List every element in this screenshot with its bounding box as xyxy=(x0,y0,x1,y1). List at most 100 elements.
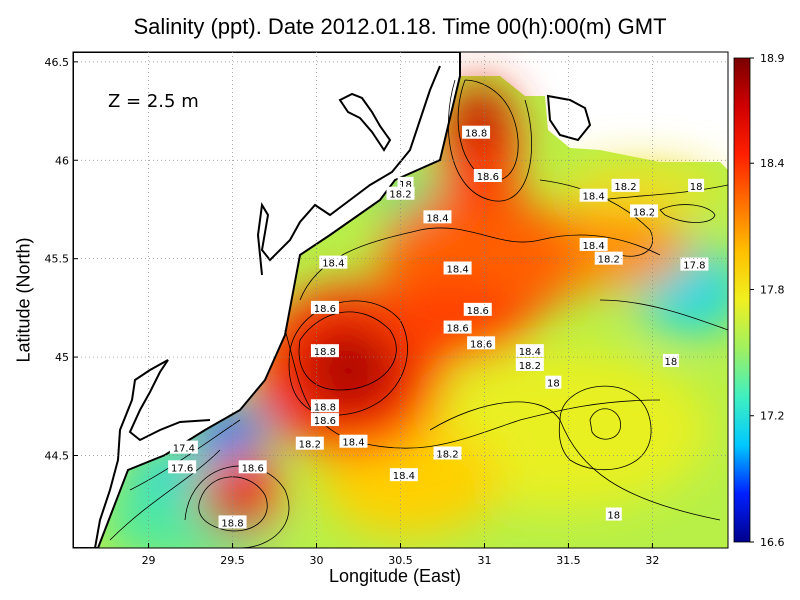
north-shore xyxy=(546,94,592,142)
colorbar-tick-label: 16.6 xyxy=(760,536,785,549)
contour-label-text: 18.2 xyxy=(598,255,620,266)
contour-label-text: 18.4 xyxy=(322,259,344,270)
contour-label: 18.2 xyxy=(515,357,544,372)
x-tick-label: 31 xyxy=(477,554,491,567)
contour-label: 18.4 xyxy=(339,434,368,449)
contour-label-bg xyxy=(605,507,622,521)
contour-label: 18.4 xyxy=(389,468,418,482)
contour-label: 18.4 xyxy=(319,255,348,270)
colorbar-ticks: 18.9 18.4 17.8 17.2 16.6 xyxy=(750,52,785,549)
contour-label-text: 18.6 xyxy=(467,306,489,317)
contour-label-bg xyxy=(423,210,452,224)
contour-label-text: 18.6 xyxy=(242,463,264,474)
contour-label-text: 18.2 xyxy=(436,450,458,461)
contour-label-bg xyxy=(688,178,705,192)
y-tick-label: 45 xyxy=(55,351,69,364)
contour-label: 18.2 xyxy=(386,186,415,201)
contour-label-text: 18.2 xyxy=(389,190,411,201)
contour-label-bg xyxy=(630,204,659,218)
contour-label-text: 18.6 xyxy=(477,172,499,183)
contour-label: 18.2 xyxy=(295,436,324,451)
contour-label-text: 18.4 xyxy=(446,265,468,276)
colorbar xyxy=(733,57,751,543)
contour-label: 18.4 xyxy=(579,188,608,203)
estuary-outline xyxy=(338,92,392,152)
contour-label-text: 18.2 xyxy=(614,182,636,193)
x-tick-label: 31.5 xyxy=(556,554,581,567)
x-tick-label: 29.5 xyxy=(220,554,245,567)
contour-label: 18.4 xyxy=(443,261,472,276)
contour-label-bg xyxy=(443,320,472,334)
contour-label-text: 18.8 xyxy=(465,129,487,140)
y-axis: 44.5 45 45.5 46 46.5 xyxy=(45,56,78,462)
contour-label-text: 18.8 xyxy=(221,518,243,529)
contour-label: 18.8 xyxy=(462,125,491,140)
grid-lines xyxy=(73,52,728,548)
contour-label-text: 18.4 xyxy=(342,438,364,449)
contour-label-bg xyxy=(310,413,339,427)
contour-label-bg xyxy=(238,460,267,474)
contour-label-bg xyxy=(462,125,491,139)
contour-label-bg xyxy=(611,178,640,192)
contour-label: 18.2 xyxy=(594,251,623,266)
contour-label: 17.6 xyxy=(168,460,197,474)
y-axis-label: Latitude (North) xyxy=(13,237,34,363)
colorbar-tick-label: 17.2 xyxy=(760,410,785,423)
contour-label-text: 17.6 xyxy=(171,463,193,474)
contour-label-bg xyxy=(339,434,368,448)
contour-label: 18 xyxy=(688,178,705,193)
contour-label-text: 18.6 xyxy=(314,416,336,427)
colorbar-tick-label: 18.4 xyxy=(760,157,785,170)
contour-label-text: 17.8 xyxy=(683,261,705,272)
contour-label-bg xyxy=(295,436,324,450)
contour-label: 18.8 xyxy=(310,399,339,413)
contour-label: 18.4 xyxy=(423,210,452,224)
chart-title: Salinity (ppt). Date 2012.01.18. Time 00… xyxy=(133,14,667,39)
contour-label: 18.6 xyxy=(238,460,267,474)
y-tick-label: 46 xyxy=(55,154,69,167)
y-tick-label: 44.5 xyxy=(45,449,70,462)
x-axis: 29 29.5 30 30.5 31 31.5 32 xyxy=(142,543,659,567)
y-tick-label: 45.5 xyxy=(45,253,70,266)
southern-coast xyxy=(94,359,211,548)
contour-label: 18.4 xyxy=(579,237,608,252)
contour-label-bg xyxy=(473,169,502,182)
contour-label-bg xyxy=(386,186,415,200)
contour-label-text: 17.4 xyxy=(173,444,195,455)
contour-label-text: 18.2 xyxy=(299,440,321,451)
contour-label-text: 18.2 xyxy=(633,207,655,218)
contour-label-bg xyxy=(397,176,414,190)
contour-label-bg xyxy=(168,460,197,474)
contour-label-bg xyxy=(545,375,562,389)
contour-label: 18.6 xyxy=(467,336,496,350)
colorbar-tick-label: 18.9 xyxy=(760,52,785,65)
contour-label: 18 xyxy=(662,354,679,368)
contour-label-bg xyxy=(169,440,198,454)
depth-annotation: Z = 2.5 m xyxy=(108,91,199,112)
contour-label-text: 18.4 xyxy=(393,471,415,482)
contour-label-text: 18.4 xyxy=(519,347,541,358)
contour-label: 18 xyxy=(397,176,414,191)
contour-label: 18.8 xyxy=(218,515,247,529)
contour-label-text: 18 xyxy=(607,511,620,522)
contour-label: 18 xyxy=(545,375,562,390)
contour-label-bg xyxy=(443,261,472,275)
contour-label: 18.6 xyxy=(310,300,339,315)
contour-label: 18.6 xyxy=(443,320,472,335)
contour-label: 18.8 xyxy=(310,344,339,358)
contour-label-text: 18.4 xyxy=(426,213,448,224)
contour-label-bg xyxy=(310,399,339,413)
contour-label-bg xyxy=(310,344,339,358)
contour-label: 17.4 xyxy=(169,440,198,455)
contour-label-text: 18 xyxy=(690,182,703,193)
contour-label-bg xyxy=(579,237,608,251)
contour-label: 18.2 xyxy=(611,178,640,193)
contour-label-bg xyxy=(310,300,339,314)
contour-label: 18.6 xyxy=(463,302,492,317)
contour-label-bg xyxy=(515,344,544,358)
y-tick-label: 46.5 xyxy=(45,56,70,69)
contour-label: 18.6 xyxy=(310,413,339,427)
